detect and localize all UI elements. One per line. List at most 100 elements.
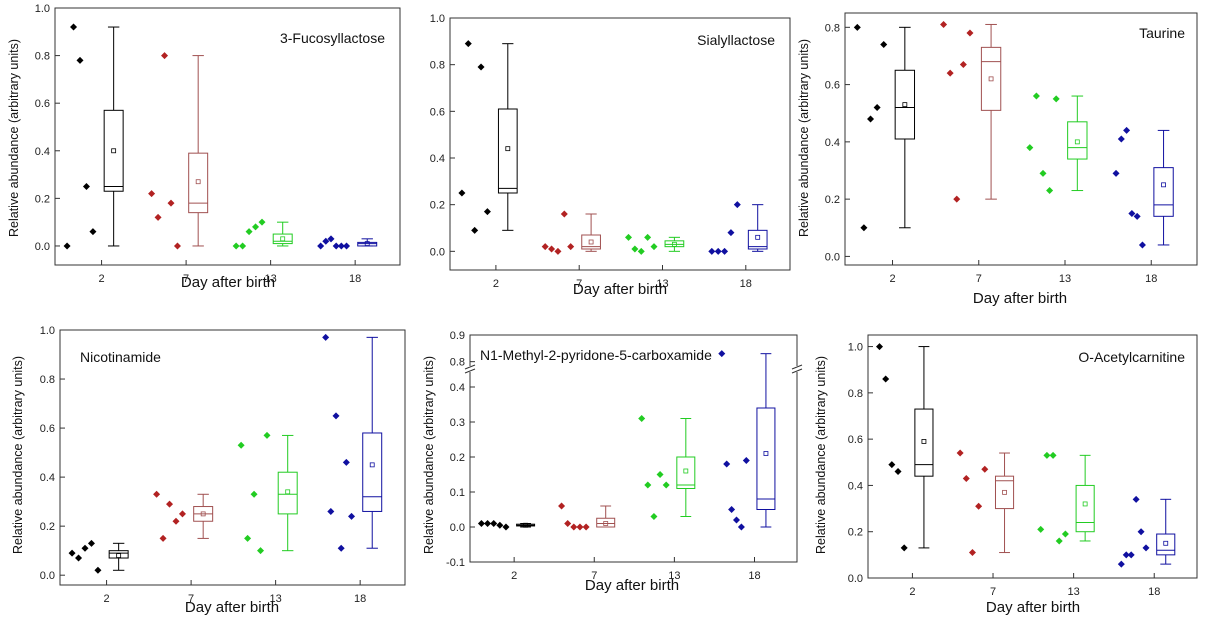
data-point-day-7 <box>148 190 156 198</box>
data-point-day-18 <box>737 523 745 531</box>
data-point-day-18 <box>714 247 722 255</box>
data-point-day-18 <box>332 412 340 420</box>
panel-title: Taurine <box>1139 25 1185 41</box>
x-axis-label: Day after birth <box>573 281 667 298</box>
y-tick-label: 0.0 <box>430 246 445 258</box>
box-iqr <box>894 69 916 140</box>
x-tick-label: 7 <box>188 593 194 605</box>
box-iqr <box>664 240 685 248</box>
data-point-day-13 <box>662 481 670 489</box>
data-point-day-18 <box>733 516 741 524</box>
y-tick-label: 0.2 <box>848 527 863 539</box>
data-point-day-7 <box>975 502 983 510</box>
data-point-day-13 <box>1055 537 1063 545</box>
data-point-day-2 <box>873 104 881 111</box>
box-iqr <box>756 407 776 510</box>
data-point-day-18 <box>332 242 340 250</box>
data-point-day-18 <box>1137 528 1145 536</box>
data-point-day-13 <box>1061 530 1069 538</box>
data-point-day-2 <box>63 242 71 250</box>
x-tick-label: 13 <box>1068 586 1080 598</box>
x-tick-label: 13 <box>656 278 668 290</box>
data-point-day-13 <box>232 242 240 250</box>
data-point-day-18 <box>1117 135 1125 143</box>
data-point-day-7 <box>172 517 180 525</box>
panel-4: 0.0 0.2 0.4 0.6 0.8 1.0 2 7 13 18 Day after birth R… <box>11 325 406 616</box>
mean-marker <box>1161 182 1166 188</box>
y-tick-label: 0.3 <box>450 417 465 429</box>
data-point-day-18 <box>322 237 330 245</box>
panel-title: Nicotinamide <box>80 349 161 365</box>
data-point-day-2 <box>484 520 492 527</box>
data-point-day-2 <box>471 226 479 234</box>
data-point-day-7 <box>166 500 174 508</box>
data-point-day-18 <box>1123 126 1131 134</box>
mean-marker <box>683 468 689 474</box>
y-tick-label: 1.0 <box>35 3 50 15</box>
y-tick-label: 0.9 <box>450 330 465 342</box>
data-point-day-7 <box>564 520 572 527</box>
y-tick-label: 0.2 <box>825 194 840 206</box>
x-axis-label: Day after birth <box>181 274 275 291</box>
x-tick-label: 7 <box>976 273 982 285</box>
x-tick-label: 7 <box>990 586 996 598</box>
data-point-day-13 <box>263 431 271 439</box>
data-point-day-18 <box>742 457 750 464</box>
data-point-day-18 <box>728 506 736 513</box>
data-point-day-18 <box>322 333 330 341</box>
data-point-day-13 <box>637 247 645 255</box>
mean-marker <box>1163 540 1169 546</box>
y-axis-label: Relative abundance (arbitrary units) <box>814 356 828 554</box>
x-tick-label: 18 <box>740 278 752 290</box>
mean-marker <box>364 241 370 246</box>
panel-1: 0.0 0.2 0.4 0.6 0.8 1.0 2 7 13 18 Day after birth R… <box>7 3 401 291</box>
data-point-day-13 <box>1052 95 1060 103</box>
data-point-day-18 <box>727 229 735 237</box>
y-tick-label: 0.8 <box>825 22 840 34</box>
data-point-day-13 <box>625 233 632 241</box>
data-point-day-7 <box>567 243 575 251</box>
data-point-day-13 <box>252 223 260 231</box>
x-tick-label: 13 <box>1059 273 1071 285</box>
plot-frame <box>867 334 1198 579</box>
data-point-day-2 <box>464 40 472 48</box>
box-iqr <box>362 432 383 512</box>
box-iqr <box>747 229 768 250</box>
data-point-day-2 <box>860 224 868 232</box>
data-point-day-2 <box>888 461 896 469</box>
data-point-day-2 <box>483 208 491 216</box>
panel-title: N1-Methyl-2-pyridone-5-carboxamide <box>480 347 712 363</box>
panel-title: O-Acetylcarnitine <box>1078 349 1185 365</box>
y-tick-label: 1.0 <box>430 13 445 25</box>
data-point-day-2 <box>458 189 466 197</box>
plot-frame <box>54 7 401 266</box>
mean-marker <box>1074 139 1080 145</box>
mean-marker <box>603 521 609 526</box>
data-point-day-13 <box>250 490 258 498</box>
data-point-day-7 <box>173 242 181 250</box>
data-point-day-18 <box>1122 551 1130 559</box>
x-tick-label: 13 <box>668 570 680 582</box>
data-point-day-18 <box>1142 544 1150 552</box>
x-axis-label: Day after birth <box>585 577 679 594</box>
mean-marker <box>988 76 994 82</box>
box-iqr <box>1067 121 1088 160</box>
box-iqr <box>108 550 129 559</box>
data-point-day-13 <box>650 513 658 520</box>
data-point-day-18 <box>337 544 345 552</box>
data-point-day-13 <box>650 243 658 251</box>
data-point-day-13 <box>237 441 245 449</box>
panel-6: 0.0 0.2 0.4 0.6 0.8 1.0 2 7 13 18 Day after birth R… <box>814 334 1198 616</box>
box-iqr <box>1153 167 1174 217</box>
data-point-day-13 <box>1049 451 1057 459</box>
box-iqr <box>980 46 1002 111</box>
y-tick-label: 0.4 <box>848 480 863 492</box>
data-point-day-7 <box>161 52 169 60</box>
data-point-day-13 <box>644 481 652 489</box>
data-point-day-7 <box>959 61 967 69</box>
data-point-day-18 <box>1132 495 1140 503</box>
box-iqr <box>914 408 934 477</box>
panel-5: -0.1 0.0 0.1 0.2 0.3 0.4 0.8 0.9 2 7 13 18 Day after… <box>422 330 803 594</box>
x-tick-label: 2 <box>511 570 517 582</box>
x-tick-label: 18 <box>1145 273 1157 285</box>
